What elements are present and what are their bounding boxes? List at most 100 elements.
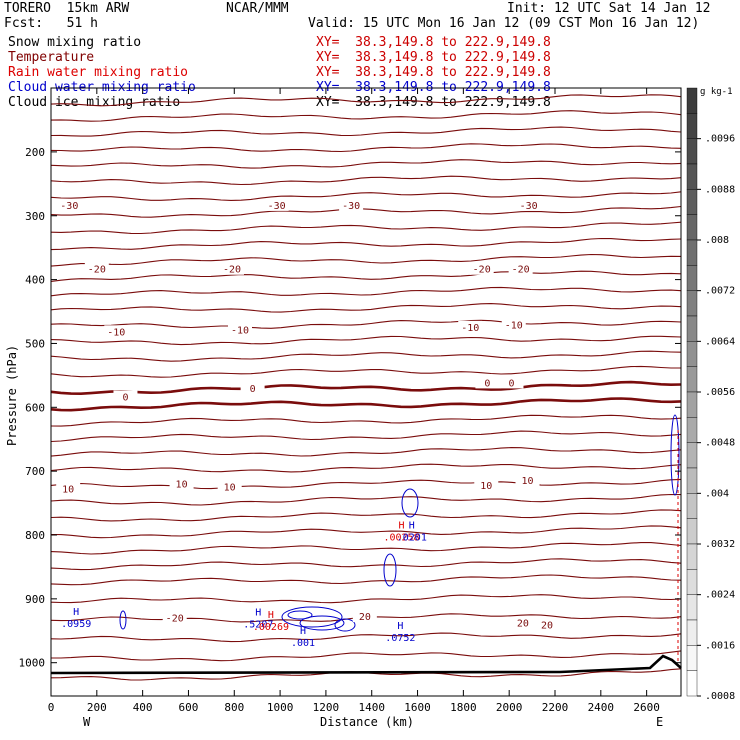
- temperature-label: -20: [223, 265, 241, 276]
- extremum-value: .00258: [383, 533, 419, 544]
- isotherm-line: [50, 94, 682, 107]
- x-tick-label: 200: [87, 701, 107, 714]
- cloud-contour: [334, 618, 356, 632]
- label-mask: [162, 611, 187, 624]
- x-tick-label: 2200: [542, 701, 569, 714]
- temperature-label: 10: [521, 476, 533, 487]
- label-mask: [510, 616, 535, 629]
- isotherm-line: [50, 319, 682, 329]
- forecast-hour: Fcst: 51 h: [4, 16, 98, 31]
- colorbar-label: .0016: [705, 640, 735, 651]
- colorbar-swatch: [686, 645, 698, 671]
- label-mask: [57, 198, 82, 211]
- extremum-value: .0752: [385, 633, 415, 644]
- field-label: Temperature: [8, 50, 95, 65]
- center-name: NCAR/MMM: [226, 1, 289, 16]
- temperature-label: -10: [505, 320, 523, 331]
- colorbar-label: .0032: [705, 539, 735, 550]
- cloud-water-contours: [119, 414, 680, 668]
- colorbar: .0096 .0088 .008 .0072 .0064 .0056 .0048 .004 .0…: [686, 87, 735, 702]
- colorbar-swatch: [686, 417, 698, 443]
- isotherm-line: [50, 221, 682, 235]
- temperature-label: 0: [250, 384, 256, 395]
- cloud-contour: [383, 553, 397, 587]
- colorbar-swatch: [686, 518, 698, 545]
- x-axis-label: Distance (km): [320, 715, 414, 729]
- isotherm-line: [50, 594, 682, 604]
- isotherm-line: [50, 542, 682, 555]
- x-tick-label: 1400: [358, 701, 385, 714]
- terrain-surface: [50, 654, 682, 675]
- colorbar-swatch: [686, 619, 698, 646]
- x-end-label-west: W: [83, 715, 91, 729]
- extremum-value: .0201: [397, 533, 427, 544]
- colorbar-unit: g kg-1: [700, 87, 733, 97]
- axes: 0 200 400 600 800 1000 1200 1400 1600 1800 2000 220…: [19, 88, 681, 714]
- temperature-label: 10: [62, 484, 74, 495]
- extremum-mark: H: [397, 621, 403, 632]
- colorbar-label: .0072: [705, 286, 735, 297]
- colorbar-swatch: [686, 189, 698, 215]
- label-mask: [84, 262, 109, 275]
- label-mask: [475, 376, 500, 389]
- label-mask: [113, 390, 138, 403]
- x-tick-label: 1000: [267, 701, 294, 714]
- label-mask: [339, 198, 364, 211]
- extremum-mark: H: [300, 626, 306, 637]
- colorbar-label: .0024: [705, 590, 735, 601]
- extremum-value: .0959: [61, 619, 91, 630]
- y-tick-label: 200: [25, 146, 45, 159]
- colorbar-swatch: [686, 113, 698, 139]
- x-tick-label: 2400: [588, 701, 615, 714]
- label-mask: [240, 382, 265, 395]
- isotherm-line: [50, 447, 682, 457]
- init-time: Init: 12 UTC Sat 14 Jan 12: [507, 1, 711, 16]
- label-mask: [264, 198, 289, 211]
- field-xy: XY= 38.3,149.8 to 222.9,149.8: [316, 35, 551, 50]
- isotherm-line: [51, 650, 682, 662]
- temperature-label: -30: [60, 201, 78, 212]
- label-mask: [228, 323, 252, 336]
- field-label: Rain water mixing ratio: [8, 65, 189, 80]
- cloud-contour: [401, 488, 419, 518]
- x-tick-label: 1200: [313, 701, 340, 714]
- cloud-contour: [119, 610, 127, 630]
- isotherm-line: [50, 365, 681, 378]
- temperature-label: 0: [122, 392, 128, 403]
- cloud-contour: [299, 615, 345, 631]
- colorbar-swatch: [686, 391, 698, 418]
- colorbar-swatch: [686, 239, 698, 266]
- temperature-label: 10: [176, 479, 188, 490]
- colorbar-label: .008: [705, 235, 729, 246]
- colorbar-swatch: [686, 290, 698, 317]
- temperature-label: -10: [461, 323, 479, 334]
- isotherm-line: [50, 558, 682, 571]
- label-mask: [516, 198, 541, 211]
- x-tick-label: 1600: [404, 701, 431, 714]
- isotherm-line: [50, 159, 682, 169]
- label-mask: [104, 325, 129, 338]
- isotherm-line: [50, 110, 682, 122]
- x-tick-label: 2000: [496, 701, 523, 714]
- y-tick-label: 400: [25, 274, 45, 287]
- y-tick-label: 1000: [19, 657, 46, 670]
- cloud-contour: [281, 606, 343, 628]
- temperature-label: -20: [473, 265, 491, 276]
- temperature-label: 10: [224, 482, 236, 493]
- isotherm-line: [50, 380, 682, 396]
- colorbar-swatch: [686, 569, 698, 595]
- isotherm-line: [50, 430, 682, 443]
- isotherm-line: [50, 335, 682, 346]
- colorbar-swatch: [686, 594, 698, 621]
- label-mask: [56, 482, 81, 495]
- y-tick-label: 300: [25, 210, 45, 223]
- temperature-label: -30: [268, 201, 286, 212]
- label-mask: [501, 318, 526, 331]
- x-end-label-east: E: [656, 715, 663, 729]
- colorbar-swatch: [686, 670, 698, 697]
- colorbar-swatch: [686, 265, 698, 291]
- field-label: Cloud water mixing ratio: [8, 80, 196, 95]
- colorbar-label: .0088: [705, 184, 735, 195]
- extremum-mark: H: [409, 521, 415, 532]
